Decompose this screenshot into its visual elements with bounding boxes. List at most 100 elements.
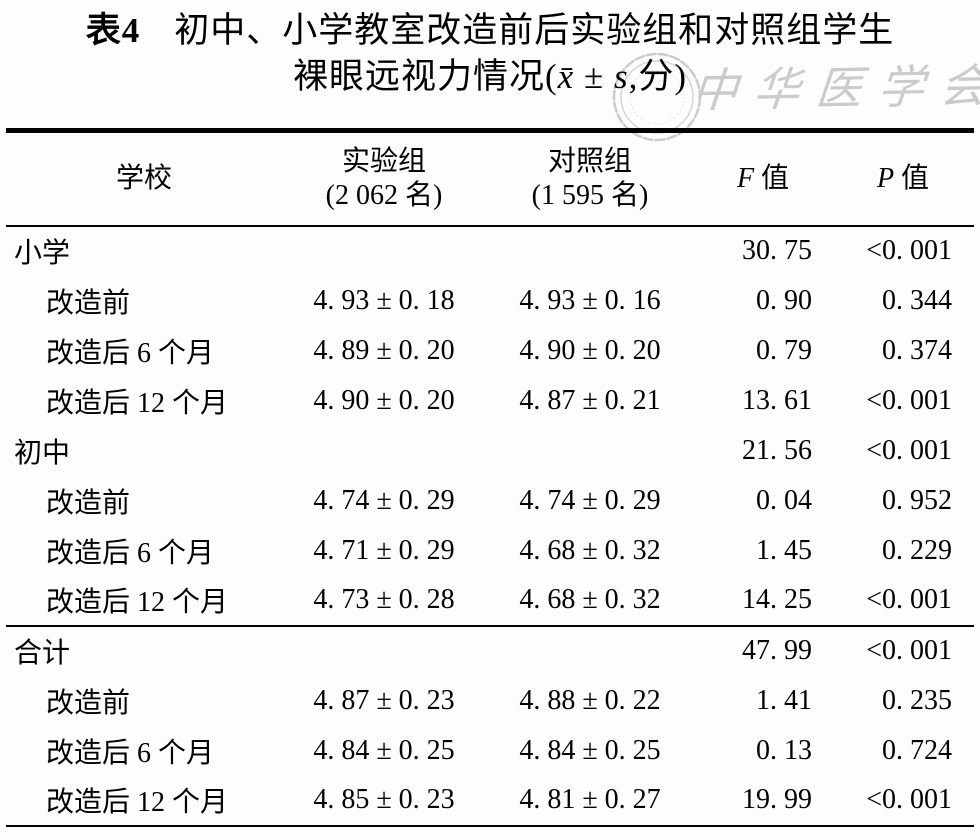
cell-exp bbox=[282, 426, 486, 476]
table-title: 表4 初中、小学教室改造前后实验组和对照组学生 裸眼远视力情况(x̄ ± s,分) bbox=[0, 0, 980, 128]
cell-ctrl: 4. 84 ± 0. 25 bbox=[519, 734, 661, 766]
cell-exp bbox=[282, 626, 486, 676]
header-row: 学校 实验组 (2 062 名) 对照组 (1 595 名) F 值 P 值 bbox=[6, 131, 974, 226]
cell-school: 改造前 bbox=[46, 287, 131, 319]
cell-p: 0. 952 bbox=[882, 484, 952, 516]
title-line-2: 裸眼远视力情况(x̄ ± s,分) bbox=[0, 54, 980, 100]
cell-ctrl: 4. 88 ± 0. 22 bbox=[519, 684, 661, 716]
cell-p: 0. 235 bbox=[882, 684, 952, 716]
f-symbol: F bbox=[736, 162, 755, 194]
cell-school: 改造后 12 个月 bbox=[46, 787, 229, 818]
cell-p: 0. 344 bbox=[882, 284, 952, 316]
cell-exp: 4. 71 ± 0. 29 bbox=[313, 534, 455, 566]
cell-p: <0. 001 bbox=[866, 584, 952, 615]
cell-f: 19. 99 bbox=[742, 784, 812, 815]
cell-f: 13. 61 bbox=[742, 384, 812, 416]
cell-f: 0. 90 bbox=[756, 284, 812, 316]
cell-school: 改造后 6 个月 bbox=[46, 537, 215, 569]
row-primary-after-6m: 改造后 6 个月 4. 89 ± 0. 20 4. 90 ± 0. 20 0. … bbox=[6, 326, 974, 376]
p-suffix: 值 bbox=[894, 162, 930, 194]
cell-exp: 4. 93 ± 0. 18 bbox=[313, 284, 455, 316]
s-symbol: s bbox=[613, 57, 629, 97]
xbar-symbol: x̄ bbox=[557, 57, 575, 97]
row-primary-before: 改造前 4. 93 ± 0. 18 4. 93 ± 0. 16 0. 90 0.… bbox=[6, 276, 974, 326]
cell-ctrl bbox=[486, 226, 694, 276]
header-f-value: F 值 bbox=[694, 131, 832, 226]
title-text-2: 裸眼远视力情况( bbox=[293, 57, 558, 97]
row-junior-before: 改造前 4. 74 ± 0. 29 4. 74 ± 0. 29 0. 04 0.… bbox=[6, 476, 974, 526]
cell-ctrl: 4. 90 ± 0. 20 bbox=[519, 334, 661, 366]
cell-f: 1. 41 bbox=[756, 684, 812, 716]
row-total-before: 改造前 4. 87 ± 0. 23 4. 88 ± 0. 22 1. 41 0.… bbox=[6, 676, 974, 726]
cell-p: <0. 001 bbox=[866, 235, 952, 266]
cell-p: 0. 229 bbox=[882, 534, 952, 566]
row-total-after-6m: 改造后 6 个月 4. 84 ± 0. 25 4. 84 ± 0. 25 0. … bbox=[6, 726, 974, 776]
cell-ctrl: 4. 81 ± 0. 27 bbox=[519, 784, 661, 815]
cell-school: 小学 bbox=[14, 238, 71, 269]
row-junior-high: 初中 21. 56 <0. 001 bbox=[6, 426, 974, 476]
cell-ctrl: 4. 68 ± 0. 32 bbox=[519, 534, 661, 566]
cell-p: <0. 001 bbox=[866, 434, 952, 466]
cell-ctrl bbox=[486, 426, 694, 476]
cell-exp: 4. 89 ± 0. 20 bbox=[313, 334, 455, 366]
cell-ctrl bbox=[486, 626, 694, 676]
cell-p: <0. 001 bbox=[866, 784, 952, 815]
cell-ctrl: 4. 87 ± 0. 21 bbox=[519, 384, 661, 416]
cell-f: 21. 56 bbox=[742, 434, 812, 466]
cell-school: 改造前 bbox=[46, 687, 131, 719]
plus-minus: ± bbox=[574, 57, 614, 97]
cell-p: <0. 001 bbox=[866, 635, 952, 666]
title-line-1: 表4 初中、小学教室改造前后实验组和对照组学生 bbox=[0, 0, 980, 54]
row-total: 合计 47. 99 <0. 001 bbox=[6, 625, 974, 676]
title-text: 初中、小学教室改造前后实验组和对照组学生 bbox=[174, 11, 895, 50]
cell-ctrl: 4. 68 ± 0. 32 bbox=[519, 584, 661, 615]
cell-school: 改造前 bbox=[46, 487, 131, 519]
cell-school: 改造后 12 个月 bbox=[46, 587, 229, 618]
row-junior-after-12m: 改造后 12 个月 4. 73 ± 0. 28 4. 68 ± 0. 32 14… bbox=[6, 576, 974, 626]
header-ctrl-label: 对照组 bbox=[547, 146, 632, 178]
header-school-label: 学校 bbox=[115, 162, 172, 194]
cell-school: 初中 bbox=[14, 437, 71, 469]
cell-p: 0. 724 bbox=[882, 734, 952, 766]
cell-exp: 4. 87 ± 0. 23 bbox=[313, 684, 455, 716]
cell-exp bbox=[282, 226, 486, 276]
cell-f: 0. 04 bbox=[756, 484, 812, 516]
row-primary-after-12m: 改造后 12 个月 4. 90 ± 0. 20 4. 87 ± 0. 21 13… bbox=[6, 376, 974, 426]
row-total-after-12m: 改造后 12 个月 4. 85 ± 0. 23 4. 81 ± 0. 27 19… bbox=[6, 776, 974, 826]
cell-f: 0. 79 bbox=[756, 334, 812, 366]
cell-school: 改造后 12 个月 bbox=[46, 387, 229, 419]
f-suffix: 值 bbox=[754, 162, 790, 194]
cell-school: 改造后 6 个月 bbox=[46, 337, 215, 369]
vision-data-table: 学校 实验组 (2 062 名) 对照组 (1 595 名) F 值 P 值 bbox=[6, 128, 974, 827]
cell-f: 30. 75 bbox=[742, 235, 812, 266]
cell-exp: 4. 73 ± 0. 28 bbox=[313, 584, 455, 615]
header-experimental-group: 实验组 (2 062 名) bbox=[282, 131, 486, 226]
cell-f: 47. 99 bbox=[742, 635, 812, 666]
header-school: 学校 bbox=[6, 131, 282, 226]
cell-f: 1. 45 bbox=[756, 534, 812, 566]
cell-exp: 4. 84 ± 0. 25 bbox=[313, 734, 455, 766]
header-control-group: 对照组 (1 595 名) bbox=[486, 131, 694, 226]
table-body: 小学 30. 75 <0. 001 改造前 4. 93 ± 0. 18 4. 9… bbox=[6, 226, 974, 826]
header-exp-label: 实验组 bbox=[341, 146, 426, 178]
cell-p: 0. 374 bbox=[882, 334, 952, 366]
row-primary-school: 小学 30. 75 <0. 001 bbox=[6, 226, 974, 276]
cell-exp: 4. 85 ± 0. 23 bbox=[313, 784, 455, 815]
cell-school: 改造后 6 个月 bbox=[46, 737, 215, 769]
header-exp-count: (2 062 名) bbox=[325, 179, 443, 211]
row-junior-after-6m: 改造后 6 个月 4. 71 ± 0. 29 4. 68 ± 0. 32 1. … bbox=[6, 526, 974, 576]
cell-p: <0. 001 bbox=[866, 384, 952, 416]
title-unit: ,分) bbox=[628, 57, 687, 97]
cell-f: 14. 25 bbox=[742, 584, 812, 615]
header-p-value: P 值 bbox=[832, 131, 974, 226]
cell-exp: 4. 90 ± 0. 20 bbox=[313, 384, 455, 416]
cell-school: 合计 bbox=[14, 638, 71, 669]
table-number: 表4 bbox=[85, 11, 141, 50]
header-ctrl-count: (1 595 名) bbox=[531, 179, 649, 211]
cell-exp: 4. 74 ± 0. 29 bbox=[313, 484, 455, 516]
cell-f: 0. 13 bbox=[756, 734, 812, 766]
p-symbol: P bbox=[876, 162, 895, 194]
cell-ctrl: 4. 74 ± 0. 29 bbox=[519, 484, 661, 516]
cell-ctrl: 4. 93 ± 0. 16 bbox=[519, 284, 661, 316]
